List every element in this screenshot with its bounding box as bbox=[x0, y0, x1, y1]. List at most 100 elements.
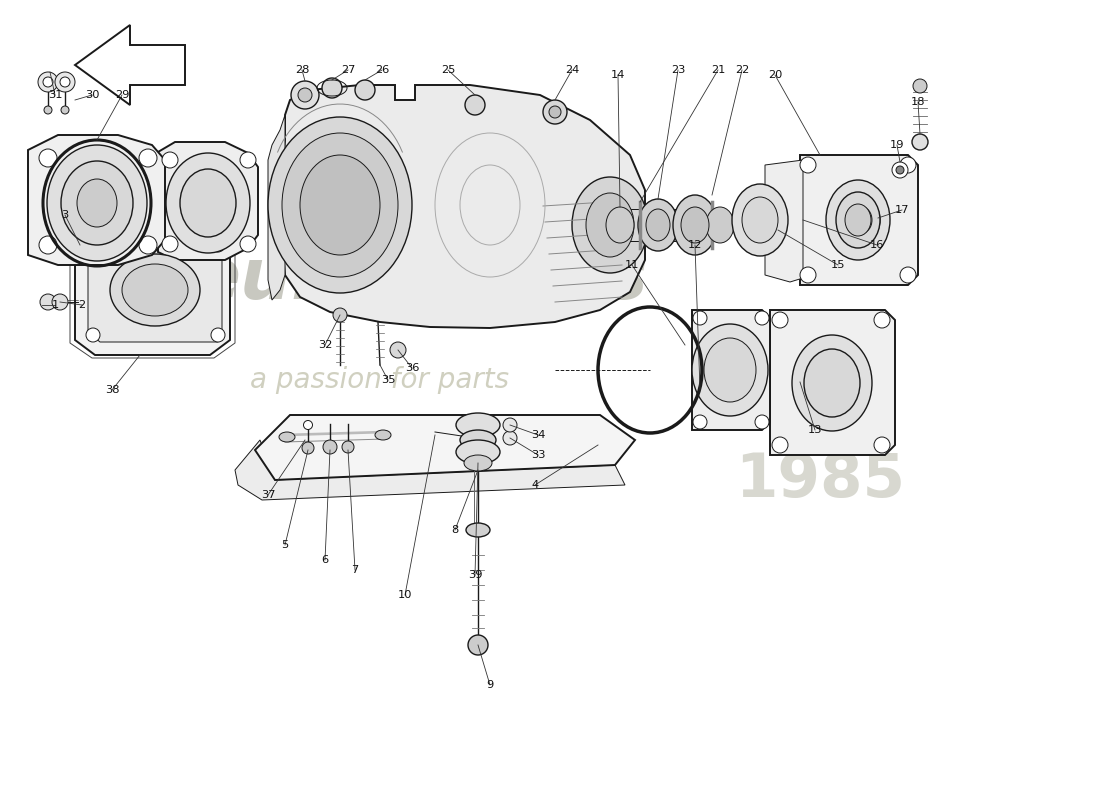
Text: 7: 7 bbox=[351, 565, 359, 575]
Text: 4: 4 bbox=[531, 480, 539, 490]
Text: eurospares: eurospares bbox=[191, 246, 648, 314]
Circle shape bbox=[800, 157, 816, 173]
Text: 38: 38 bbox=[104, 385, 119, 395]
Circle shape bbox=[913, 79, 927, 93]
Text: 12: 12 bbox=[688, 240, 702, 250]
Circle shape bbox=[60, 106, 69, 114]
Circle shape bbox=[693, 415, 707, 429]
Circle shape bbox=[800, 267, 816, 283]
Circle shape bbox=[43, 77, 53, 87]
Ellipse shape bbox=[586, 193, 634, 257]
Text: 17: 17 bbox=[894, 205, 910, 215]
Circle shape bbox=[139, 149, 157, 167]
Text: 32: 32 bbox=[318, 340, 332, 350]
Ellipse shape bbox=[706, 207, 734, 243]
Polygon shape bbox=[800, 155, 918, 285]
Polygon shape bbox=[75, 25, 185, 105]
Ellipse shape bbox=[166, 153, 250, 253]
Ellipse shape bbox=[845, 204, 871, 236]
Circle shape bbox=[60, 77, 70, 87]
Text: 39: 39 bbox=[468, 570, 482, 580]
Text: 25: 25 bbox=[441, 65, 455, 75]
Text: 23: 23 bbox=[671, 65, 685, 75]
Ellipse shape bbox=[464, 455, 492, 471]
Ellipse shape bbox=[606, 207, 634, 243]
Ellipse shape bbox=[646, 209, 670, 241]
Circle shape bbox=[772, 312, 788, 328]
Ellipse shape bbox=[279, 432, 295, 442]
Circle shape bbox=[390, 342, 406, 358]
Text: 26: 26 bbox=[375, 65, 389, 75]
Polygon shape bbox=[764, 160, 803, 282]
Circle shape bbox=[40, 294, 56, 310]
Ellipse shape bbox=[792, 335, 872, 431]
Polygon shape bbox=[770, 310, 895, 455]
Polygon shape bbox=[28, 135, 165, 265]
Circle shape bbox=[900, 157, 916, 173]
Circle shape bbox=[298, 88, 312, 102]
Circle shape bbox=[755, 311, 769, 325]
Text: 37: 37 bbox=[261, 490, 275, 500]
Ellipse shape bbox=[110, 254, 200, 326]
Circle shape bbox=[355, 80, 375, 100]
Text: 21: 21 bbox=[711, 65, 725, 75]
Ellipse shape bbox=[692, 324, 768, 416]
Circle shape bbox=[543, 100, 566, 124]
Ellipse shape bbox=[638, 199, 678, 251]
Text: 3: 3 bbox=[62, 210, 68, 220]
Ellipse shape bbox=[732, 184, 788, 256]
Ellipse shape bbox=[466, 523, 490, 537]
Circle shape bbox=[86, 238, 100, 252]
Text: 13: 13 bbox=[807, 425, 823, 435]
Ellipse shape bbox=[77, 179, 117, 227]
Circle shape bbox=[86, 328, 100, 342]
Text: 28: 28 bbox=[295, 65, 309, 75]
Circle shape bbox=[323, 440, 337, 454]
Ellipse shape bbox=[804, 349, 860, 417]
Circle shape bbox=[322, 78, 342, 98]
Ellipse shape bbox=[375, 430, 390, 440]
Circle shape bbox=[211, 238, 226, 252]
Circle shape bbox=[240, 152, 256, 168]
Ellipse shape bbox=[836, 192, 880, 248]
Text: 31: 31 bbox=[47, 90, 63, 100]
Circle shape bbox=[162, 152, 178, 168]
Ellipse shape bbox=[282, 133, 398, 277]
Circle shape bbox=[139, 236, 157, 254]
Circle shape bbox=[292, 81, 319, 109]
Text: 6: 6 bbox=[321, 555, 329, 565]
Ellipse shape bbox=[742, 197, 778, 243]
Circle shape bbox=[39, 149, 57, 167]
Circle shape bbox=[304, 421, 312, 430]
Circle shape bbox=[333, 308, 346, 322]
Text: 5: 5 bbox=[282, 540, 288, 550]
Ellipse shape bbox=[681, 207, 710, 243]
Ellipse shape bbox=[852, 207, 872, 233]
Ellipse shape bbox=[456, 440, 501, 464]
Ellipse shape bbox=[268, 117, 412, 293]
Polygon shape bbox=[158, 142, 258, 260]
Ellipse shape bbox=[572, 177, 648, 273]
Ellipse shape bbox=[673, 195, 717, 255]
Text: 35: 35 bbox=[381, 375, 395, 385]
Ellipse shape bbox=[300, 155, 379, 255]
Text: 9: 9 bbox=[486, 680, 494, 690]
Text: 11: 11 bbox=[625, 260, 639, 270]
Ellipse shape bbox=[704, 338, 756, 402]
Ellipse shape bbox=[180, 169, 236, 237]
Circle shape bbox=[44, 106, 52, 114]
Circle shape bbox=[240, 236, 256, 252]
Polygon shape bbox=[75, 225, 230, 355]
Text: 34: 34 bbox=[531, 430, 546, 440]
Text: 22: 22 bbox=[735, 65, 749, 75]
Text: 33: 33 bbox=[530, 450, 546, 460]
Text: 19: 19 bbox=[890, 140, 904, 150]
Circle shape bbox=[162, 236, 178, 252]
Text: 16: 16 bbox=[870, 240, 884, 250]
Text: 20: 20 bbox=[768, 70, 782, 80]
Text: 10: 10 bbox=[398, 590, 412, 600]
Circle shape bbox=[874, 312, 890, 328]
Text: 15: 15 bbox=[830, 260, 845, 270]
Ellipse shape bbox=[844, 198, 880, 242]
Circle shape bbox=[52, 294, 68, 310]
